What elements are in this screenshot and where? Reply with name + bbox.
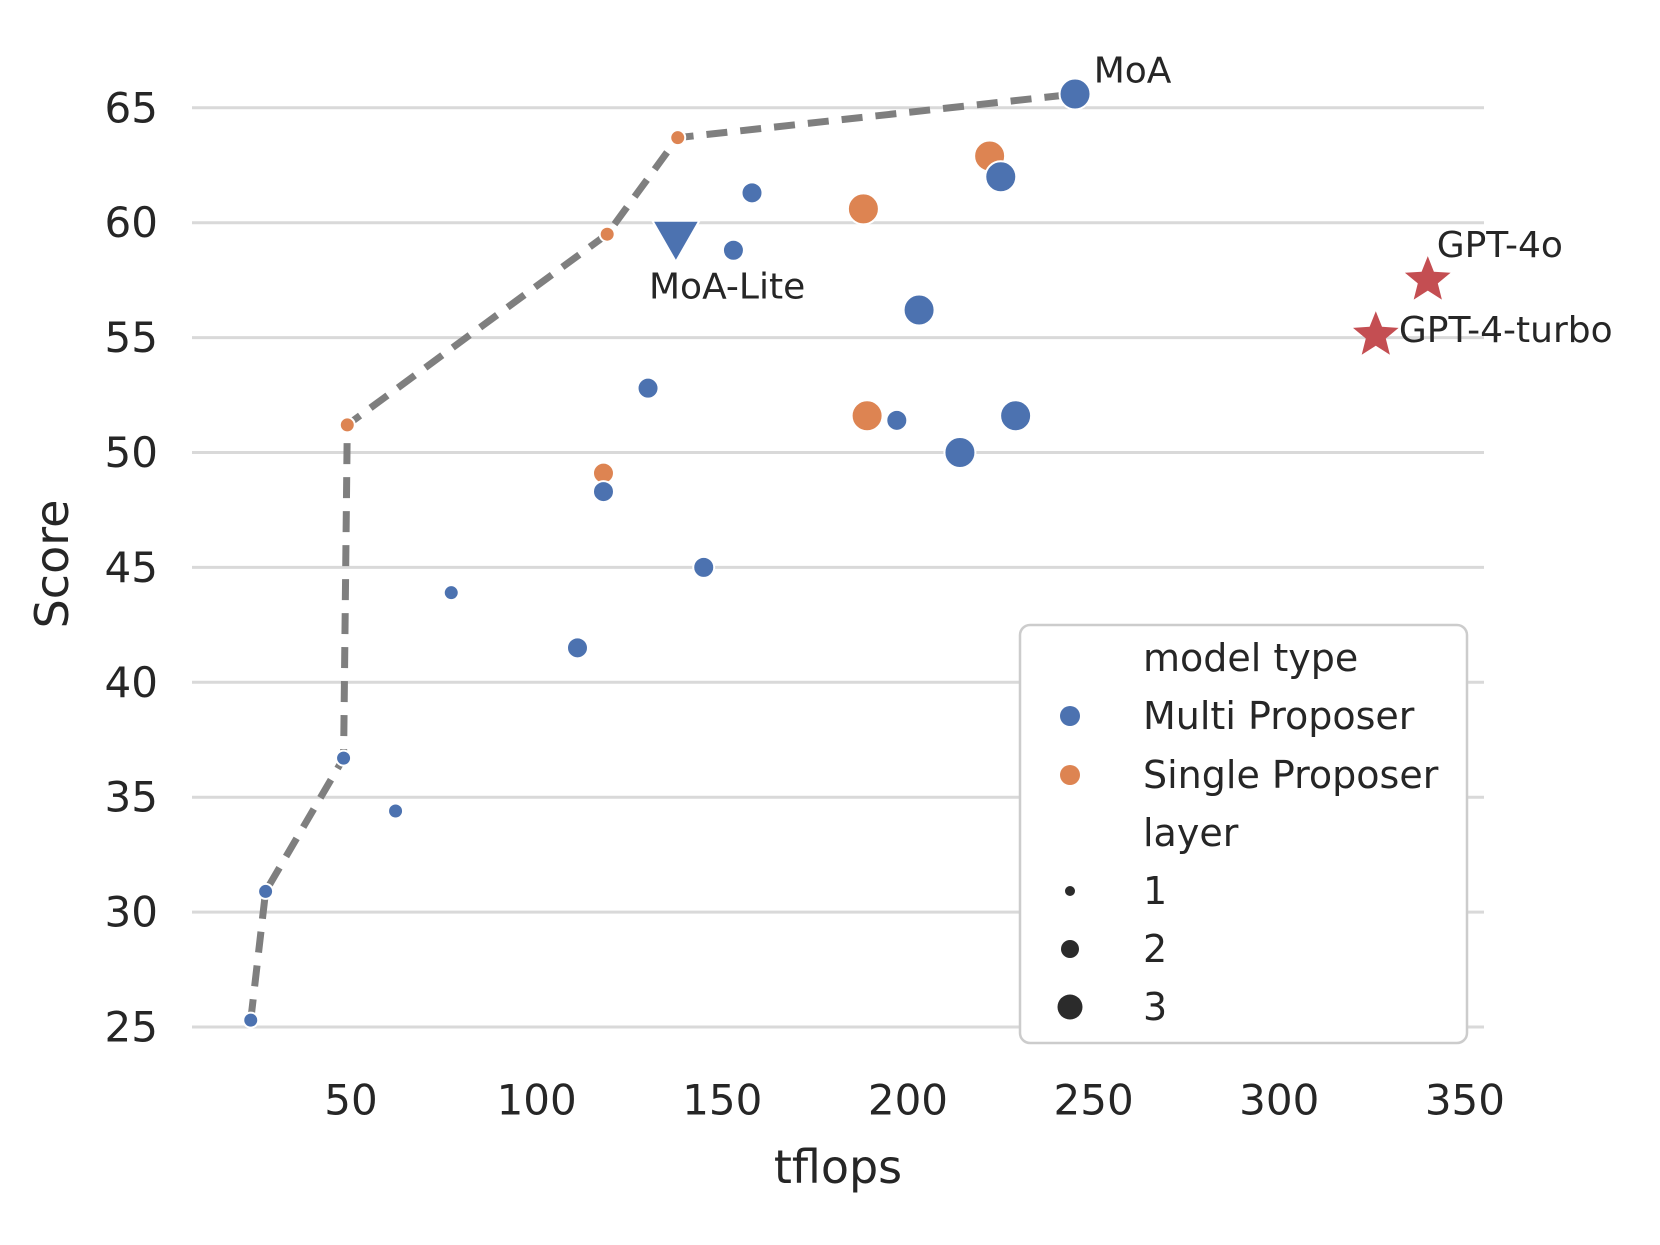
- x-tick-label: 150: [682, 1076, 762, 1125]
- y-tick-label: 45: [105, 543, 158, 592]
- legend-item-layer-3: 3: [1143, 985, 1167, 1029]
- annotation-moa: MoA: [1094, 51, 1172, 92]
- x-tick-label: 350: [1425, 1076, 1505, 1125]
- scatter-point-multi-proposer: [885, 408, 909, 432]
- scatter-point-multi-proposer: [692, 555, 716, 579]
- scatter-point-single-proposer: [850, 399, 884, 433]
- scatter-point-single-proposer: [846, 192, 880, 226]
- legend-item-layer-1: 1: [1143, 869, 1167, 913]
- scatter-point-single-proposer: [338, 416, 356, 434]
- legend-marker-multi-proposer-icon: [1060, 706, 1080, 726]
- y-tick-label: 60: [105, 198, 158, 247]
- legend-marker-layer-1-icon: [1065, 886, 1075, 896]
- scatter-point-multi-proposer: [902, 293, 936, 327]
- scatter-point-multi-proposer: [721, 238, 745, 262]
- scatter-point-multi-proposer: [591, 480, 615, 504]
- scatter-point-multi-proposer: [335, 749, 353, 767]
- scatter-point-multi-proposer: [740, 181, 764, 205]
- scatter-point-multi-proposer: [1058, 77, 1092, 111]
- scatter-point-single-proposer: [669, 129, 687, 147]
- legend-marker-layer-3-icon: [1057, 994, 1083, 1020]
- legend-marker-single-proposer-icon: [1060, 765, 1080, 785]
- scatter-point-multi-proposer: [984, 160, 1018, 194]
- scatter-point-multi-proposer: [565, 636, 589, 660]
- legend-marker-layer-2-icon: [1061, 940, 1079, 958]
- annotation-gpt-4-turbo: GPT-4-turbo: [1399, 310, 1613, 351]
- y-tick-label: 55: [105, 313, 158, 362]
- x-tick-label: 300: [1239, 1076, 1319, 1125]
- legend-box: [1018, 623, 1469, 1045]
- x-tick-label: 200: [868, 1076, 948, 1125]
- marker-gpt-4-turbo-star-icon: [1353, 311, 1399, 355]
- y-tick-label: 50: [105, 428, 158, 477]
- marker-gpt-4o-star-icon: [1404, 256, 1451, 300]
- legend-item-multi-proposer: Multi Proposer: [1143, 694, 1415, 738]
- scatter-point-multi-proposer: [943, 436, 977, 469]
- legend-item-single-proposer: Single Proposer: [1143, 753, 1439, 797]
- annotation-gpt-4o: GPT-4o: [1437, 225, 1563, 266]
- annotation-moa-lite: MoA-Lite: [649, 267, 805, 308]
- x-tick-label: 100: [497, 1076, 577, 1125]
- scatter-point-multi-proposer: [442, 584, 460, 602]
- legend-item-layer-2: 2: [1143, 927, 1167, 971]
- y-tick-label: 65: [105, 83, 158, 132]
- marker-moa-lite-triangle-icon: [650, 219, 702, 264]
- legend: model type Multi Proposer Single Proposer l…: [1018, 623, 1469, 1045]
- y-tick-label: 40: [105, 658, 158, 707]
- scatter-point-multi-proposer: [257, 882, 275, 900]
- y-axis-label: Score: [25, 500, 79, 629]
- y-tick-label: 30: [105, 888, 158, 937]
- x-axis-label: tflops: [774, 1140, 902, 1194]
- legend-header-model-type: model type: [1143, 636, 1358, 680]
- x-tick-label: 50: [324, 1076, 377, 1125]
- scatter-point-multi-proposer: [242, 1011, 260, 1029]
- x-tick-label: 250: [1054, 1076, 1134, 1125]
- scatter-point-multi-proposer: [999, 399, 1033, 433]
- legend-header-layer: layer: [1143, 811, 1239, 855]
- y-tick-label: 35: [105, 773, 158, 822]
- scatter-point-multi-proposer: [387, 802, 405, 820]
- scatter-point-single-proposer: [598, 225, 616, 243]
- y-tick-label: 25: [105, 1003, 158, 1052]
- scatter-point-multi-proposer: [636, 376, 660, 400]
